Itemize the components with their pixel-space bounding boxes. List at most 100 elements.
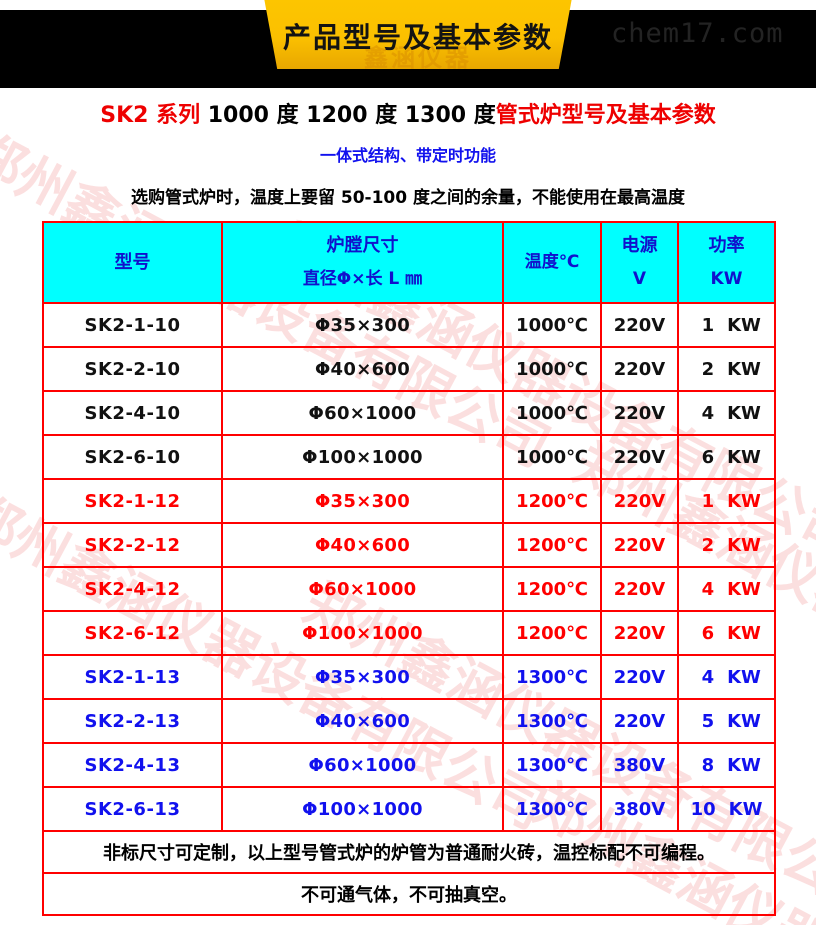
cell-size: Φ60×1000 bbox=[221, 390, 504, 436]
cell-power-unit: KW bbox=[727, 754, 761, 776]
table-row: SK2-1-12 Φ35×300 1200℃ 220V 1 KW bbox=[42, 478, 776, 524]
cell-voltage: 380V bbox=[600, 742, 679, 788]
cell-power: 10 KW bbox=[677, 786, 776, 832]
cell-power: 4 KW bbox=[677, 654, 776, 700]
cell-power: 8 KW bbox=[677, 742, 776, 788]
spec-table-foot: 非标尺寸可定制，以上型号管式炉的炉管为普通耐火砖，温控标配不可编程。 不可通气体… bbox=[42, 830, 776, 916]
cell-power-unit: KW bbox=[727, 534, 761, 556]
table-row: SK2-1-13 Φ35×300 1300℃ 220V 4 KW bbox=[42, 654, 776, 700]
cell-voltage: 220V bbox=[600, 698, 679, 744]
table-footer-row: 不可通气体，不可抽真空。 bbox=[42, 872, 776, 916]
cell-power-value: 4 bbox=[701, 666, 715, 688]
cell-voltage: 220V bbox=[600, 522, 679, 568]
spec-table: 型号 炉膛尺寸 直径Φ×长 L ㎜ 温度℃ 电源 V 功率 KW SK2-1-1… bbox=[42, 221, 776, 916]
col-header-size: 炉膛尺寸 直径Φ×长 L ㎜ bbox=[221, 221, 504, 304]
banner-plate: 产品型号及基本参数 鑫涵仪器 bbox=[264, 0, 572, 69]
cell-power-unit: KW bbox=[727, 402, 761, 424]
table-row: SK2-6-10 Φ100×1000 1000℃ 220V 6 KW bbox=[42, 434, 776, 480]
cell-power-value: 4 bbox=[701, 402, 715, 424]
cell-power-value: 1 bbox=[701, 314, 715, 336]
cell-power-value: 1 bbox=[701, 490, 715, 512]
cell-temperature: 1200℃ bbox=[502, 522, 602, 568]
cell-model: SK2-2-12 bbox=[42, 522, 223, 568]
cell-voltage: 220V bbox=[600, 302, 679, 348]
cell-size: Φ35×300 bbox=[221, 478, 504, 524]
cell-size: Φ35×300 bbox=[221, 302, 504, 348]
cell-voltage: 220V bbox=[600, 610, 679, 656]
page-title-part-3: 管式炉型号及基本参数 bbox=[495, 103, 716, 128]
cell-power: 1 KW bbox=[677, 478, 776, 524]
cell-temperature: 1000℃ bbox=[502, 346, 602, 392]
cell-power-value: 5 bbox=[701, 710, 715, 732]
spec-table-head: 型号 炉膛尺寸 直径Φ×长 L ㎜ 温度℃ 电源 V 功率 KW bbox=[42, 221, 776, 304]
cell-power-unit: KW bbox=[728, 798, 763, 820]
col-header-temperature: 温度℃ bbox=[502, 221, 602, 304]
table-row: SK2-1-10 Φ35×300 1000℃ 220V 1 KW bbox=[42, 302, 776, 348]
cell-temperature: 1200℃ bbox=[502, 478, 602, 524]
cell-power-unit: KW bbox=[727, 666, 761, 688]
table-row: SK2-2-13 Φ40×600 1300℃ 220V 5 KW bbox=[42, 698, 776, 744]
banner-watermark-text: 鑫涵仪器 bbox=[364, 44, 472, 72]
banner-title: 产品型号及基本参数 bbox=[282, 20, 553, 54]
cell-temperature: 1000℃ bbox=[502, 302, 602, 348]
col-header-power: 功率 KW bbox=[677, 221, 776, 304]
cell-power-value: 2 bbox=[701, 358, 715, 380]
cell-power: 6 KW bbox=[677, 434, 776, 480]
cell-temperature: 1200℃ bbox=[502, 566, 602, 612]
cell-model: SK2-6-12 bbox=[42, 610, 223, 656]
table-row: SK2-2-10 Φ40×600 1000℃ 220V 2 KW bbox=[42, 346, 776, 392]
col-header-model: 型号 bbox=[42, 221, 223, 304]
cell-power: 4 KW bbox=[677, 390, 776, 436]
cell-voltage: 220V bbox=[600, 390, 679, 436]
cell-temperature: 1300℃ bbox=[502, 698, 602, 744]
cell-power: 6 KW bbox=[677, 610, 776, 656]
cell-temperature: 1300℃ bbox=[502, 742, 602, 788]
cell-model: SK2-4-13 bbox=[42, 742, 223, 788]
page-title-part-2: 1000 度 1200 度 1300 度 bbox=[207, 103, 496, 128]
col-header-size-line2: 直径Φ×长 L ㎜ bbox=[302, 269, 423, 290]
col-header-power-source-label: 电源 bbox=[621, 235, 658, 257]
cell-model: SK2-2-13 bbox=[42, 698, 223, 744]
spec-table-container: 型号 炉膛尺寸 直径Φ×长 L ㎜ 温度℃ 电源 V 功率 KW SK2-1-1… bbox=[42, 221, 776, 916]
cell-power: 2 KW bbox=[677, 522, 776, 568]
cell-size: Φ40×600 bbox=[221, 346, 504, 392]
header-black-bar: 产品型号及基本参数 鑫涵仪器 chem17.com bbox=[0, 0, 816, 88]
cell-size: Φ35×300 bbox=[221, 654, 504, 700]
cell-temperature: 1000℃ bbox=[502, 390, 602, 436]
cell-model: SK2-1-10 bbox=[42, 302, 223, 348]
footer-note-line-2: 不可通气体，不可抽真空。 bbox=[42, 872, 776, 916]
table-row: SK2-2-12 Φ40×600 1200℃ 220V 2 KW bbox=[42, 522, 776, 568]
col-header-power-unit: KW bbox=[710, 269, 743, 290]
spec-table-body: SK2-1-10 Φ35×300 1000℃ 220V 1 KW SK2-2-10 Φ40×6… bbox=[42, 302, 776, 832]
col-header-power-source: 电源 V bbox=[600, 221, 679, 304]
cell-voltage: 220V bbox=[600, 434, 679, 480]
cell-model: SK2-1-12 bbox=[42, 478, 223, 524]
cell-model: SK2-6-13 bbox=[42, 786, 223, 832]
col-header-power-source-unit: V bbox=[632, 269, 647, 290]
cell-voltage: 380V bbox=[600, 786, 679, 832]
table-header-row: 型号 炉膛尺寸 直径Φ×长 L ㎜ 温度℃ 电源 V 功率 KW bbox=[42, 221, 776, 304]
cell-model: SK2-6-10 bbox=[42, 434, 223, 480]
table-row: SK2-4-13 Φ60×1000 1300℃ 380V 8 KW bbox=[42, 742, 776, 788]
page-note: 选购管式炉时，温度上要留 50-100 度之间的余量，不能使用在最高温度 bbox=[130, 187, 686, 208]
page-subtitle: 一体式结构、带定时功能 bbox=[319, 145, 496, 165]
cell-power: 2 KW bbox=[677, 346, 776, 392]
cell-voltage: 220V bbox=[600, 346, 679, 392]
cell-size: Φ100×1000 bbox=[221, 786, 504, 832]
cell-power-unit: KW bbox=[727, 314, 761, 336]
cell-power: 5 KW bbox=[677, 698, 776, 744]
table-row: SK2-6-12 Φ100×1000 1200℃ 220V 6 KW bbox=[42, 610, 776, 656]
cell-model: SK2-2-10 bbox=[42, 346, 223, 392]
cell-voltage: 220V bbox=[600, 566, 679, 612]
cell-size: Φ60×1000 bbox=[221, 742, 504, 788]
cell-size: Φ60×1000 bbox=[221, 566, 504, 612]
table-row: SK2-4-12 Φ60×1000 1200℃ 220V 4 KW bbox=[42, 566, 776, 612]
cell-power-unit: KW bbox=[727, 446, 761, 468]
cell-size: Φ100×1000 bbox=[221, 434, 504, 480]
cell-power-unit: KW bbox=[727, 622, 761, 644]
cell-temperature: 1200℃ bbox=[502, 610, 602, 656]
cell-power-unit: KW bbox=[727, 578, 761, 600]
cell-power-value: 2 bbox=[701, 534, 715, 556]
title-block: SK2 系列 1000 度 1200 度 1300 度管式炉型号及基本参数 一体… bbox=[0, 88, 816, 208]
cell-size: Φ100×1000 bbox=[221, 610, 504, 656]
